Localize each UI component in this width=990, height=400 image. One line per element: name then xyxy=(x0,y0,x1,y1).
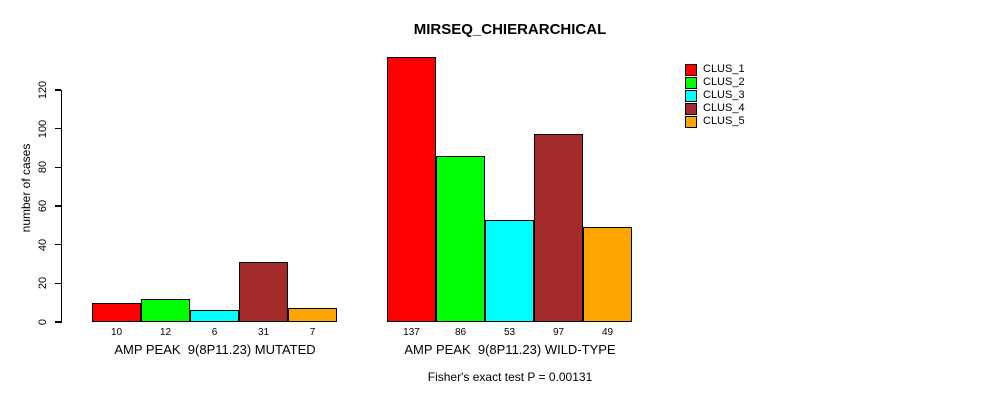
legend-swatch-clus_3 xyxy=(685,89,697,102)
legend-row: CLUS_2 xyxy=(685,76,745,89)
legend-row: CLUS_4 xyxy=(685,102,745,115)
bar-clus_4-group0 xyxy=(239,262,288,322)
y-axis-tick xyxy=(54,321,61,323)
y-axis-tick-label: 60 xyxy=(37,199,49,213)
bar-clus_2-group0 xyxy=(141,298,190,322)
legend-row: CLUS_3 xyxy=(685,89,745,102)
bar-value-label: 97 xyxy=(552,326,565,338)
fisher-test-annotation: Fisher's exact test P = 0.00131 xyxy=(427,370,593,384)
legend-swatch-clus_4 xyxy=(685,102,697,115)
legend-swatch-clus_2 xyxy=(685,76,697,89)
y-axis-tick-label: 120 xyxy=(37,80,49,100)
y-axis-tick xyxy=(54,282,61,284)
group-label-wild-type: AMP PEAK 9(8P11.23) WILD-TYPE xyxy=(404,342,616,357)
bar-value-label: 31 xyxy=(257,326,270,338)
chart-title: MIRSEQ_CHIERARCHICAL xyxy=(413,21,607,38)
y-axis-tick xyxy=(54,205,61,207)
bar-value-label: 137 xyxy=(403,326,420,338)
y-axis-tick xyxy=(54,244,61,246)
bar-clus_5-group0 xyxy=(288,308,337,322)
legend-label-clus_4: CLUS_4 xyxy=(703,102,745,114)
legend-label-clus_5: CLUS_5 xyxy=(703,115,745,127)
bar-clus_3-group1 xyxy=(485,219,534,322)
group-label-mutated: AMP PEAK 9(8P11.23) MUTATED xyxy=(114,342,316,357)
y-axis-line xyxy=(61,90,63,323)
legend-swatch-clus_1 xyxy=(685,63,697,76)
bar-value-label: 12 xyxy=(159,326,172,338)
bar-clus_3-group0 xyxy=(190,310,239,322)
y-axis-tick-label: 0 xyxy=(37,318,49,326)
bar-value-label: 6 xyxy=(211,326,218,338)
y-axis-tick-label: 40 xyxy=(37,238,49,251)
y-axis-tick-label: 80 xyxy=(37,161,49,174)
y-axis-tick-label: 20 xyxy=(37,277,49,290)
bar-value-label: 86 xyxy=(454,326,467,338)
bar-clus_5-group1 xyxy=(583,227,632,322)
bar-clus_1-group1 xyxy=(387,57,436,322)
bar-clus_4-group1 xyxy=(534,134,583,322)
legend-label-clus_2: CLUS_2 xyxy=(703,76,745,88)
legend-label-clus_3: CLUS_3 xyxy=(703,89,745,101)
y-axis-tick xyxy=(54,166,61,168)
bar-clus_1-group0 xyxy=(92,302,141,322)
y-axis-tick xyxy=(54,89,61,91)
bar-value-label: 49 xyxy=(601,326,614,338)
bar-value-label: 7 xyxy=(309,326,316,338)
bar-value-label: 10 xyxy=(110,326,123,338)
y-axis-tick-label: 100 xyxy=(37,119,49,138)
bar-clus_2-group1 xyxy=(436,155,485,322)
bar-value-label: 53 xyxy=(503,326,516,338)
legend-label-clus_1: CLUS_1 xyxy=(703,63,745,75)
legend-row: CLUS_5 xyxy=(685,115,745,128)
legend-swatch-clus_5 xyxy=(685,115,697,128)
legend-row: CLUS_1 xyxy=(685,63,745,76)
y-axis-tick xyxy=(54,128,61,130)
y-axis-label: number of cases xyxy=(19,143,33,233)
